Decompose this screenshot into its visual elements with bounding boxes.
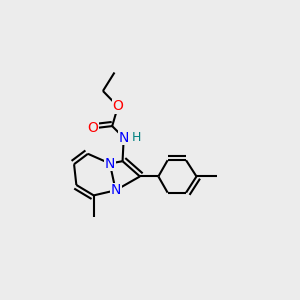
Text: N: N	[118, 130, 129, 145]
Text: O: O	[87, 122, 98, 135]
Text: N: N	[110, 183, 121, 197]
Text: N: N	[118, 130, 129, 145]
Text: N: N	[105, 157, 115, 170]
Text: O: O	[112, 100, 123, 113]
Text: H: H	[132, 131, 141, 144]
